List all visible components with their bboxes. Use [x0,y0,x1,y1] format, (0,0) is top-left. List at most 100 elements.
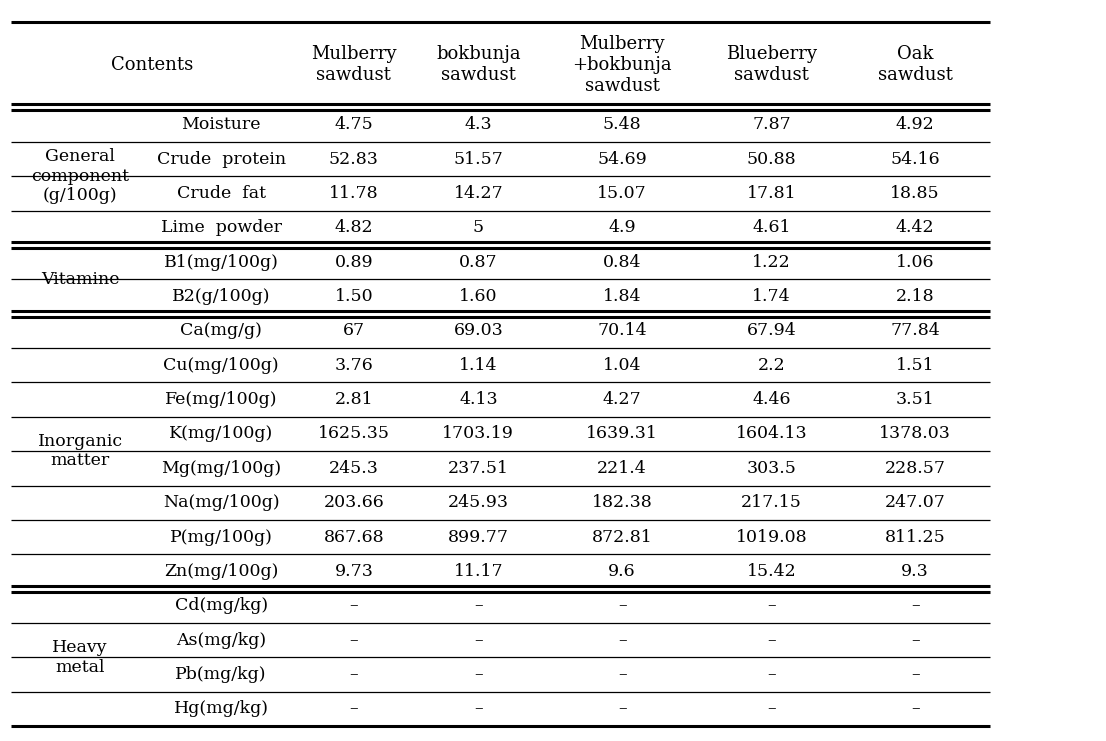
Text: 54.16: 54.16 [890,150,940,167]
Text: –: – [349,666,358,683]
Text: 1604.13: 1604.13 [735,425,807,442]
Text: –: – [349,700,358,717]
Text: –: – [618,632,626,648]
Text: 9.3: 9.3 [901,563,929,580]
Text: –: – [474,597,482,614]
Text: –: – [911,700,919,717]
Text: K(mg/100g): K(mg/100g) [169,425,273,442]
Text: 11.17: 11.17 [453,563,503,580]
Text: 4.13: 4.13 [459,391,498,408]
Text: 70.14: 70.14 [597,322,647,339]
Text: 54.69: 54.69 [597,150,647,167]
Text: 15.07: 15.07 [597,185,647,202]
Text: 1.06: 1.06 [896,253,935,270]
Text: 4.27: 4.27 [603,391,641,408]
Text: Cd(mg/kg): Cd(mg/kg) [175,597,268,614]
Text: 17.81: 17.81 [747,185,796,202]
Text: Ca(mg/g): Ca(mg/g) [180,322,262,339]
Text: Zn(mg/100g): Zn(mg/100g) [164,563,279,580]
Text: 4.46: 4.46 [752,391,791,408]
Text: Hg(mg/kg): Hg(mg/kg) [174,700,269,717]
Text: 9.73: 9.73 [334,563,374,580]
Text: 77.84: 77.84 [890,322,940,339]
Text: 50.88: 50.88 [747,150,796,167]
Text: 228.57: 228.57 [885,460,946,477]
Text: –: – [618,597,626,614]
Text: Oak
sawdust: Oak sawdust [878,45,952,84]
Text: 245.3: 245.3 [328,460,379,477]
Text: –: – [768,632,775,648]
Text: Pb(mg/kg): Pb(mg/kg) [176,666,267,683]
Text: Mulberry
+bokbunja
sawdust: Mulberry +bokbunja sawdust [572,35,672,95]
Text: 1703.19: 1703.19 [442,425,514,442]
Text: bokbunja
sawdust: bokbunja sawdust [436,45,521,84]
Text: P(mg/100g): P(mg/100g) [169,528,273,545]
Text: 69.03: 69.03 [453,322,503,339]
Text: 217.15: 217.15 [741,494,802,511]
Text: Cu(mg/100g): Cu(mg/100g) [164,356,279,373]
Text: 67: 67 [343,322,365,339]
Text: Lime  powder: Lime powder [160,219,282,236]
Text: Mg(mg/100g): Mg(mg/100g) [161,460,281,477]
Text: 182.38: 182.38 [592,494,653,511]
Text: –: – [474,700,482,717]
Text: 2.81: 2.81 [335,391,373,408]
Text: Fe(mg/100g): Fe(mg/100g) [165,391,278,408]
Text: 1639.31: 1639.31 [586,425,658,442]
Text: 4.3: 4.3 [465,116,492,133]
Text: 4.42: 4.42 [896,219,935,236]
Text: General
component
(g/100g): General component (g/100g) [31,148,129,205]
Text: 2.2: 2.2 [758,356,785,373]
Text: 52.83: 52.83 [328,150,379,167]
Text: 1.50: 1.50 [335,288,373,305]
Text: 899.77: 899.77 [448,528,509,545]
Text: Na(mg/100g): Na(mg/100g) [163,494,280,511]
Text: –: – [911,632,919,648]
Text: B2(g/100g): B2(g/100g) [171,288,271,305]
Text: 1.84: 1.84 [603,288,641,305]
Text: 203.66: 203.66 [324,494,384,511]
Text: 0.89: 0.89 [335,253,373,270]
Text: 1.04: 1.04 [603,356,641,373]
Text: 1.51: 1.51 [896,356,935,373]
Text: 67.94: 67.94 [747,322,796,339]
Text: 9.6: 9.6 [608,563,636,580]
Text: 18.85: 18.85 [890,185,940,202]
Text: 7.87: 7.87 [752,116,791,133]
Text: As(mg/kg): As(mg/kg) [176,632,267,648]
Text: Inorganic
matter: Inorganic matter [38,433,123,470]
Text: –: – [474,666,482,683]
Text: –: – [474,632,482,648]
Text: 15.42: 15.42 [747,563,796,580]
Text: 221.4: 221.4 [597,460,647,477]
Text: 237.51: 237.51 [448,460,509,477]
Text: 867.68: 867.68 [324,528,384,545]
Text: 5.48: 5.48 [603,116,641,133]
Text: 51.57: 51.57 [453,150,503,167]
Text: 1625.35: 1625.35 [317,425,390,442]
Text: 5: 5 [472,219,484,236]
Text: –: – [768,666,775,683]
Text: Vitamine: Vitamine [41,270,119,288]
Text: 11.78: 11.78 [330,185,378,202]
Text: 4.82: 4.82 [335,219,373,236]
Text: 1.74: 1.74 [752,288,791,305]
Text: 4.9: 4.9 [608,219,636,236]
Text: 4.61: 4.61 [752,219,791,236]
Text: 245.93: 245.93 [448,494,509,511]
Text: 1.60: 1.60 [459,288,498,305]
Text: –: – [349,632,358,648]
Text: –: – [911,597,919,614]
Text: –: – [768,597,775,614]
Text: Mulberry
sawdust: Mulberry sawdust [311,45,397,84]
Text: Contents: Contents [111,56,194,74]
Text: 1019.08: 1019.08 [735,528,807,545]
Text: Heavy
metal: Heavy metal [52,639,108,676]
Text: 3.51: 3.51 [896,391,935,408]
Text: 4.92: 4.92 [896,116,935,133]
Text: –: – [768,700,775,717]
Text: 811.25: 811.25 [885,528,946,545]
Text: –: – [618,700,626,717]
Text: 247.07: 247.07 [885,494,946,511]
Text: Crude  protein: Crude protein [157,150,285,167]
